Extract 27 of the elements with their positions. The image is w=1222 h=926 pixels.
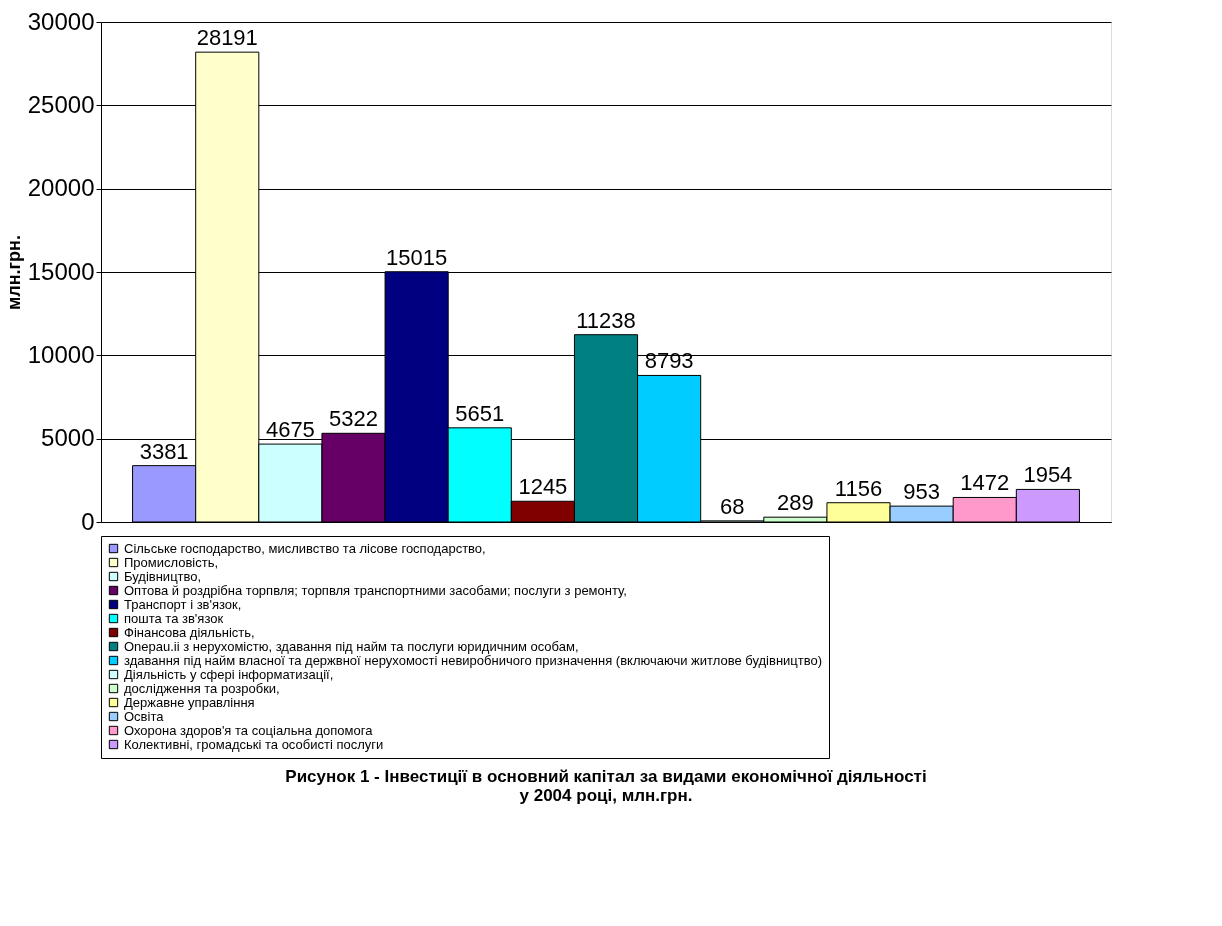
data-label: 5651 [455, 400, 505, 426]
y-axis-title: млн.грн. [3, 235, 24, 310]
y-tick-label: 0 [81, 507, 95, 535]
legend-label: Фінансова діяльність, [124, 624, 255, 640]
legend-label: Сільське господарство, мисливство та лісове господарство, [124, 540, 486, 556]
y-tick-label: 10000 [27, 340, 95, 368]
y-tick-label: 5000 [41, 424, 95, 452]
data-label: 953 [903, 479, 940, 505]
data-label: 28191 [196, 25, 258, 51]
data-label: 5322 [329, 406, 378, 432]
data-label: 11238 [576, 307, 636, 333]
data-label: 1156 [834, 475, 883, 501]
y-tick-label: 30000 [27, 7, 95, 35]
data-label: 15015 [386, 244, 448, 270]
y-tick-label: 20000 [27, 174, 95, 202]
data-label: 68 [720, 493, 745, 519]
text: Рисунок 1 - Інвестиції в основний капітал за видами економічної діяльності у 2004 році, млн.грн. [285, 766, 927, 805]
data-label: 3381 [139, 438, 189, 464]
legend-label: Охорона здоров'я та соціальна допомога [124, 722, 374, 738]
data-label: 1472 [960, 470, 1010, 496]
data-label: 1954 [1023, 462, 1073, 488]
data-label: 289 [777, 490, 814, 516]
y-tick-label: 15000 [27, 257, 95, 285]
legend-label: Промисловість, [124, 554, 219, 570]
data-label: 4675 [265, 417, 315, 443]
data-label: 1245 [518, 474, 568, 500]
y-tick-label: 25000 [27, 90, 95, 118]
